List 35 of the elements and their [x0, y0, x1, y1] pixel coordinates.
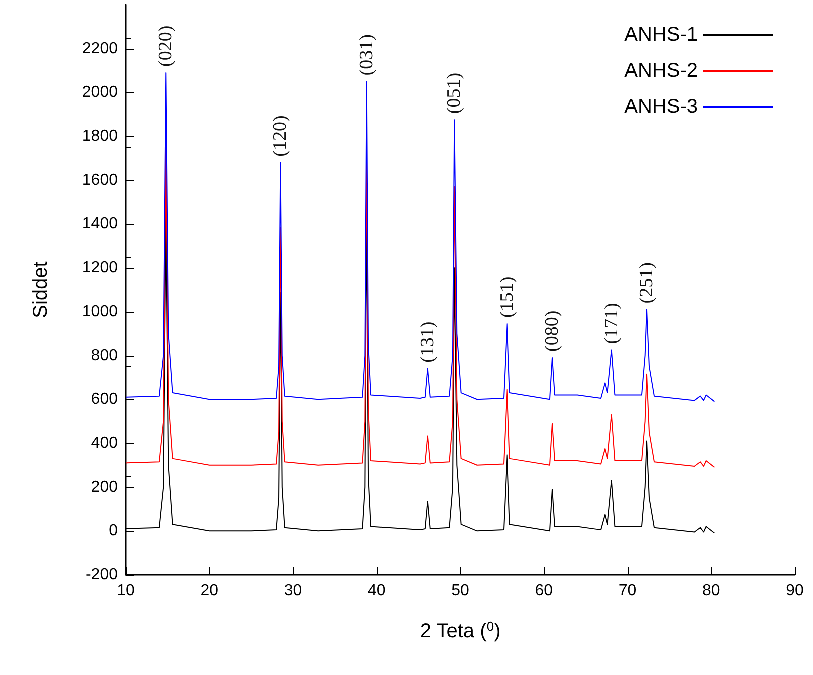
- legend-label: ANHS-1: [624, 24, 698, 46]
- annotation: (251): [636, 262, 658, 304]
- y-tick-label: 1200: [82, 260, 118, 277]
- x-tick-label: 90: [786, 582, 804, 600]
- annotation: (120): [270, 116, 292, 157]
- y-tick-label: 1000: [82, 303, 118, 320]
- x-tick-label: 40: [368, 582, 386, 600]
- x-tick-label: 60: [535, 582, 554, 600]
- x-tick-label: 70: [618, 582, 637, 600]
- annotation: (020): [156, 26, 177, 67]
- y-tick-label: 200: [91, 478, 118, 496]
- y-tick-label: 400: [91, 434, 118, 452]
- x-tick-label: 50: [452, 582, 470, 600]
- x-tick-label: 10: [117, 582, 135, 600]
- legend-label: ANHS-3: [624, 96, 698, 118]
- annotation: (031): [356, 34, 378, 76]
- annotation: (080): [542, 310, 563, 352]
- x-tick-label: 80: [702, 582, 720, 600]
- annotation: (171): [601, 303, 622, 344]
- y-axis-title: Siddet: [30, 261, 52, 318]
- y-tick-label: 2200: [82, 40, 118, 58]
- legend-label: ANHS-2: [624, 60, 698, 82]
- y-tick-label: 2000: [82, 84, 118, 102]
- annotation: (051): [444, 72, 466, 114]
- y-tick-label: 1800: [82, 128, 118, 146]
- annotation: (131): [417, 322, 438, 363]
- y-tick-label: 1400: [82, 216, 118, 233]
- y-tick-label: 0: [109, 522, 118, 540]
- x-tick-label: 30: [284, 582, 302, 600]
- x-tick-label: 20: [200, 582, 219, 600]
- y-tick-label: 600: [91, 391, 118, 408]
- y-tick-label: -200: [86, 566, 118, 584]
- y-tick-label: 800: [91, 347, 118, 364]
- y-tick-label: 1600: [82, 172, 118, 189]
- annotation: (151): [496, 276, 518, 318]
